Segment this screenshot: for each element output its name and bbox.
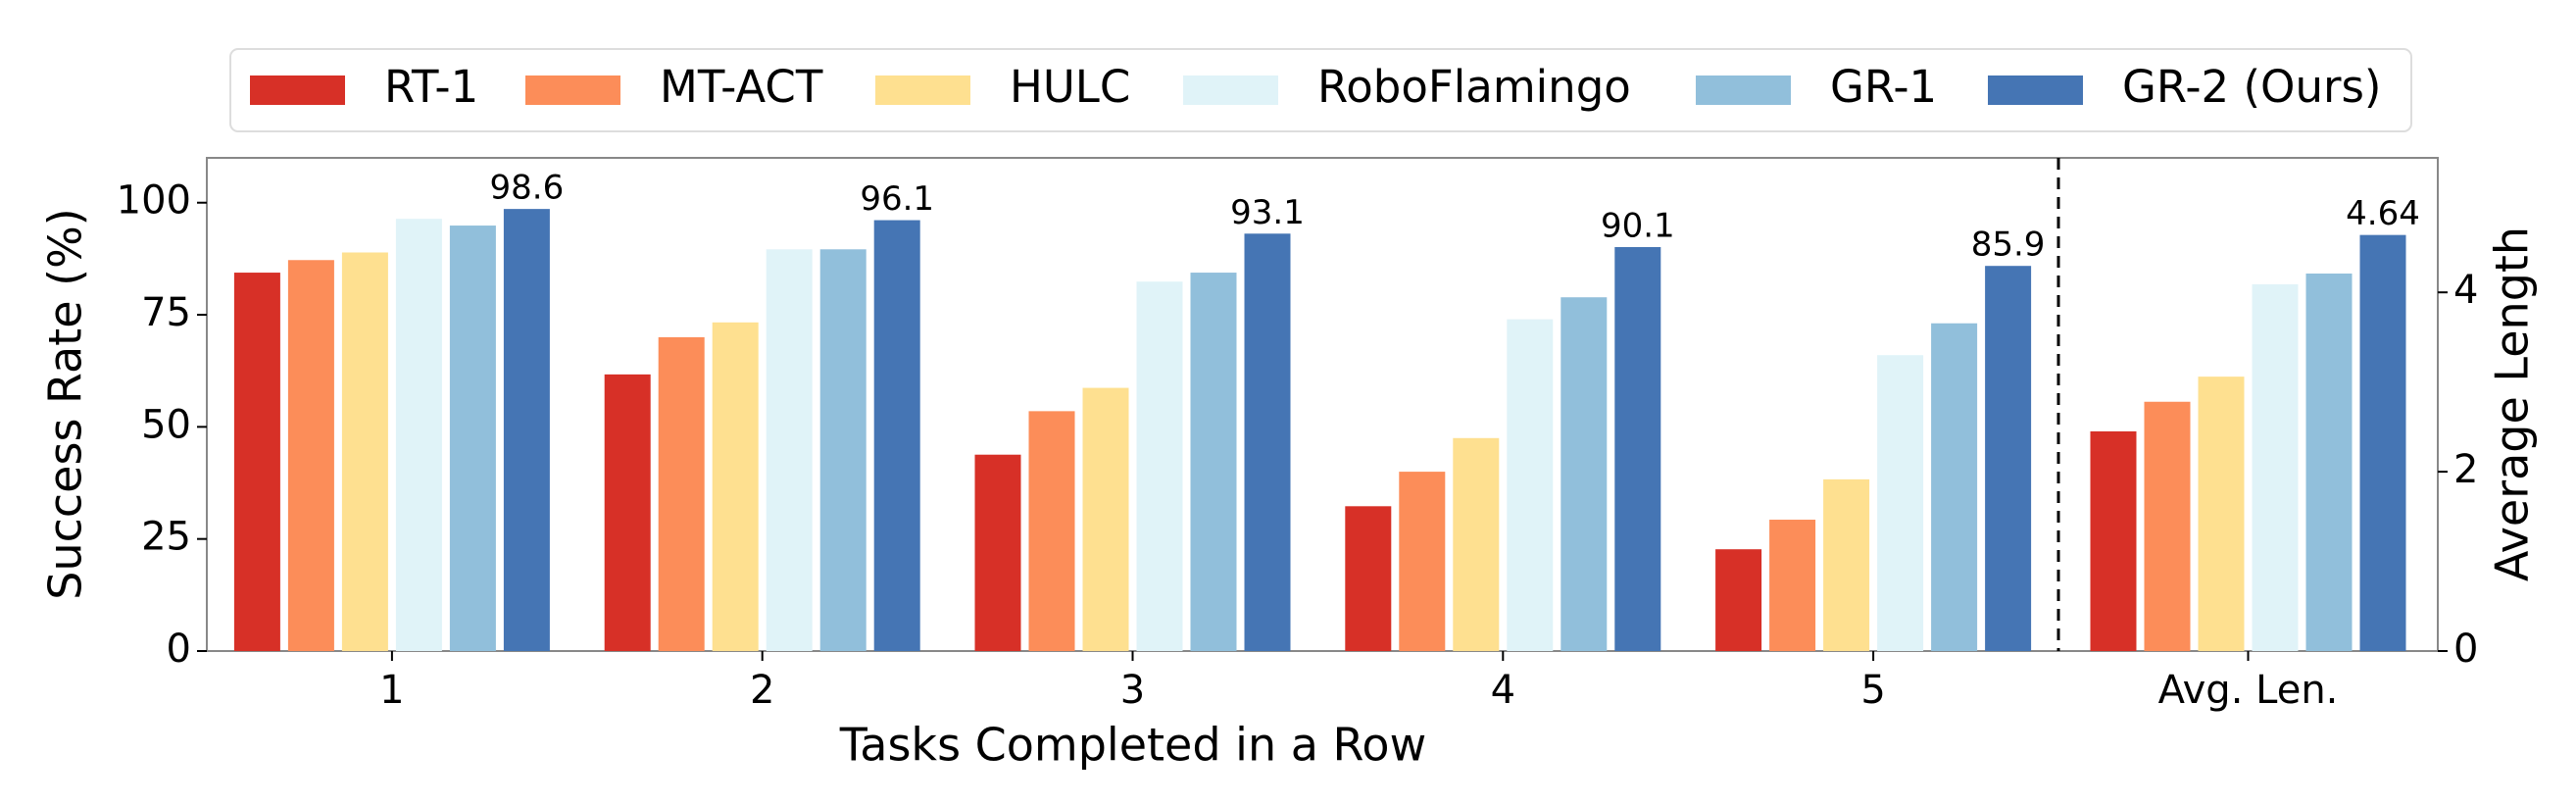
bar	[1244, 233, 1291, 651]
bar	[449, 226, 496, 651]
y-tick-label: 50	[141, 402, 191, 447]
bar	[1985, 266, 2032, 651]
x-tick-label: 5	[1860, 668, 1885, 713]
bar	[604, 374, 651, 651]
legend-label: HULC	[1010, 61, 1130, 113]
bar	[873, 220, 920, 651]
bar	[819, 249, 867, 651]
legend-swatch	[875, 75, 970, 105]
legend-label: MT-ACT	[660, 61, 823, 113]
bar	[2090, 430, 2137, 651]
y-tick-label: 0	[167, 627, 191, 672]
y2-tick-label: 0	[2453, 627, 2478, 672]
legend-swatch	[1988, 75, 2083, 105]
y-tick-label: 25	[141, 515, 191, 560]
bar	[712, 322, 759, 651]
legend-label: RoboFlamingo	[1317, 61, 1631, 113]
y-axis-label: Success Rate (%)	[39, 208, 92, 600]
bar	[766, 249, 813, 651]
y2-tick-label: 4	[2453, 268, 2478, 313]
x-tick-label: 2	[750, 668, 774, 713]
bar	[341, 252, 388, 651]
plot-frame	[206, 157, 2439, 652]
x-tick-label: Avg. Len.	[2158, 668, 2339, 713]
value-label: 90.1	[1601, 206, 1675, 245]
bar	[2252, 283, 2299, 651]
bar	[1028, 411, 1075, 651]
legend-label: GR-1	[1830, 61, 1937, 113]
y-tick-label: 100	[117, 178, 191, 224]
x-tick-label: 3	[1120, 668, 1145, 713]
value-label: 96.1	[860, 179, 934, 219]
legend-swatch	[250, 75, 345, 105]
bar	[658, 336, 705, 651]
bar	[1614, 246, 1661, 652]
value-label: 93.1	[1230, 193, 1305, 232]
x-tick-label: 1	[379, 668, 404, 713]
value-label: 98.6	[490, 169, 565, 208]
bar	[395, 219, 442, 651]
bar	[1399, 472, 1446, 651]
bar	[1823, 478, 1870, 651]
y2-axis-label: Average Length	[2486, 226, 2539, 581]
bar	[1190, 273, 1237, 651]
bar	[1345, 506, 1392, 651]
value-label: 4.64	[2346, 194, 2420, 233]
x-axis-label: Tasks Completed in a Row	[839, 719, 1426, 772]
y-tick-label: 75	[141, 290, 191, 335]
bar	[1453, 437, 1500, 651]
legend-swatch	[525, 75, 620, 105]
legend-label: GR-2 (Ours)	[2122, 61, 2382, 113]
bar	[1715, 549, 1762, 651]
bar	[1931, 323, 1978, 651]
bar	[1136, 281, 1183, 651]
legend-label: RT-1	[384, 61, 478, 113]
y2-tick-label: 2	[2453, 447, 2478, 492]
legend-swatch	[1696, 75, 1791, 105]
bar	[1560, 297, 1608, 651]
bar	[1082, 387, 1129, 651]
bar	[2305, 273, 2353, 651]
bar	[2144, 401, 2191, 651]
bar	[1507, 319, 1554, 651]
legend-swatch	[1183, 75, 1278, 105]
bar	[1877, 355, 1924, 651]
legend-box	[229, 48, 2412, 132]
value-label: 85.9	[1971, 226, 2046, 265]
bar	[503, 209, 550, 651]
bar	[2359, 234, 2406, 651]
bar	[1769, 520, 1816, 651]
x-tick-label: 4	[1491, 668, 1515, 713]
bar	[233, 273, 280, 651]
bar	[287, 260, 334, 651]
bar	[2198, 377, 2245, 651]
bar	[974, 454, 1021, 651]
